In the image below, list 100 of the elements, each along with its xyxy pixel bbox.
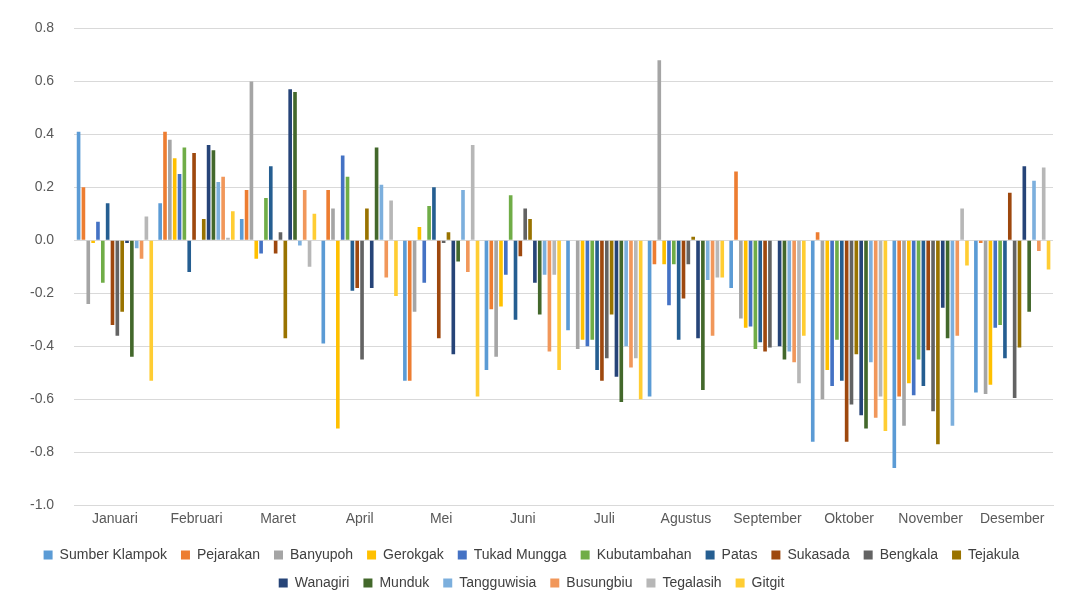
bar [125, 240, 129, 243]
bar [1041, 167, 1046, 240]
legend-label: Sumber Klampok [59, 545, 168, 562]
bar [302, 189, 307, 240]
bar [701, 240, 705, 390]
bar [1027, 240, 1031, 312]
bar [1007, 192, 1012, 240]
bar [691, 236, 695, 240]
bar [624, 240, 628, 347]
bar [965, 240, 969, 266]
x-tick-label: Oktober [824, 510, 875, 527]
bar [254, 240, 259, 259]
legend-label: Sukasada [787, 545, 850, 562]
bar [672, 240, 676, 265]
legend-label: Banyupoh [290, 545, 354, 562]
bar [907, 240, 911, 384]
bar [575, 240, 580, 349]
legend-label: Munduk [379, 573, 431, 590]
bar [662, 240, 666, 265]
bar [384, 240, 389, 278]
legend-label: Gerokgak [383, 545, 445, 562]
bar [321, 240, 326, 344]
bar [201, 219, 206, 240]
bar [158, 203, 162, 240]
bar [873, 240, 878, 418]
bar [134, 240, 139, 249]
bar [835, 240, 839, 340]
bar [974, 240, 978, 393]
x-tick-label: Juni [509, 510, 536, 527]
bar [667, 240, 671, 306]
x-tick-label: Februari [170, 510, 223, 527]
x-tick-label: Agustus [660, 510, 712, 527]
bar [96, 221, 100, 240]
x-tick-label: Januari [91, 510, 138, 527]
bar [221, 176, 225, 240]
legend-label: Tegalasih [662, 573, 722, 590]
bar [869, 240, 873, 363]
bar [763, 240, 767, 352]
bar [288, 89, 292, 240]
bar [931, 240, 935, 412]
bar [470, 144, 475, 240]
bar [264, 197, 268, 240]
y-tick-label: -0.8 [30, 443, 55, 460]
bar [192, 152, 196, 240]
legend-label: Tukad Mungga [473, 545, 567, 562]
bar [456, 240, 460, 262]
bar [802, 240, 806, 336]
bar [792, 240, 796, 363]
bar [787, 240, 792, 352]
bar [739, 240, 743, 319]
bar [461, 189, 465, 240]
bar [940, 240, 945, 308]
bar [926, 240, 931, 351]
bar [499, 240, 503, 307]
bar [432, 187, 436, 240]
bar [566, 240, 570, 331]
legend-label: Gitgit [751, 573, 785, 590]
bar [86, 240, 91, 304]
bar [336, 240, 340, 429]
bar [360, 240, 364, 360]
bar [466, 240, 470, 273]
bar [436, 240, 441, 339]
bar [864, 240, 868, 429]
bar [859, 240, 863, 416]
bar [537, 240, 542, 315]
bar [120, 240, 124, 312]
bar [389, 200, 393, 240]
bar [326, 189, 330, 240]
bar [149, 240, 154, 381]
bar [168, 139, 172, 240]
bar [825, 240, 830, 371]
bar [259, 240, 263, 254]
bar [902, 240, 906, 426]
legend-label: Wanagiri [294, 573, 350, 590]
bar [230, 211, 235, 240]
y-tick-label: 0.0 [34, 231, 55, 248]
bar [629, 240, 633, 368]
bar [172, 158, 177, 240]
y-tick-label: 0.2 [34, 178, 55, 195]
bar [293, 91, 297, 240]
bar [897, 240, 901, 397]
bar [394, 240, 398, 296]
legend-label: Tejakula [968, 545, 1020, 562]
legend-label: Patas [721, 545, 758, 562]
bar [998, 240, 1002, 326]
bar [619, 240, 624, 402]
bar [1037, 240, 1041, 251]
bar [797, 240, 801, 384]
y-tick-label: 0.4 [34, 125, 55, 142]
bar [422, 240, 427, 283]
bar [810, 240, 815, 442]
y-tick-label: -0.2 [30, 284, 55, 301]
y-tick-label: 0.8 [34, 19, 55, 36]
bar [729, 240, 733, 288]
bar [100, 240, 105, 283]
legend-label: Bengkala [879, 545, 939, 562]
bar [758, 240, 763, 343]
bar [130, 240, 134, 357]
x-tick-label: Juli [593, 510, 615, 527]
x-tick-label: November [898, 510, 964, 527]
